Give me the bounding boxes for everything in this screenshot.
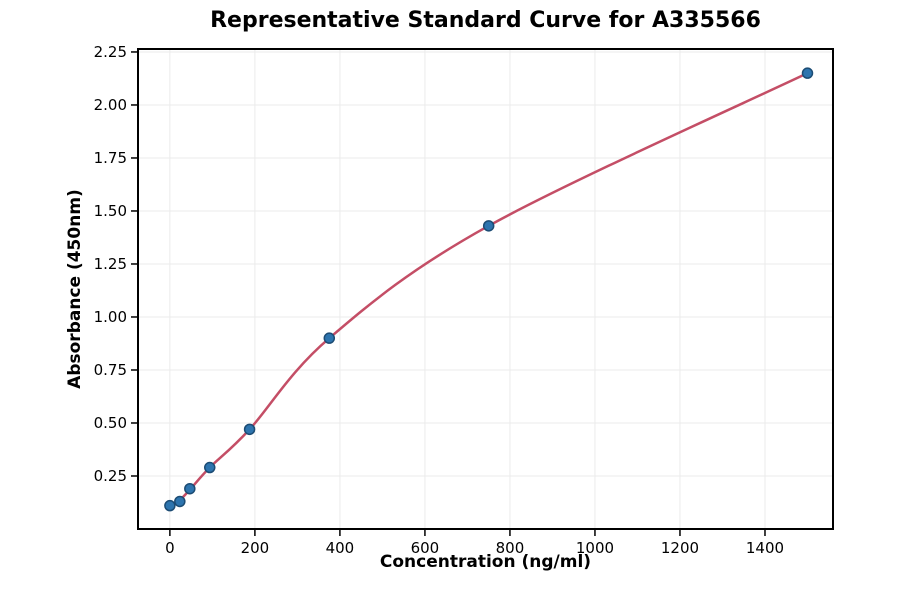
x-tick-label: 1200 xyxy=(661,539,699,557)
plot-border xyxy=(137,48,834,530)
data-point xyxy=(243,423,256,436)
data-point xyxy=(801,67,814,79)
x-tick-label: 1400 xyxy=(746,539,784,557)
y-tick-label: 1.25 xyxy=(94,255,127,273)
x-tick-label: 400 xyxy=(326,539,355,557)
y-tick-label: 1.00 xyxy=(94,308,127,326)
x-axis-label: Concentration (ng/ml) xyxy=(379,552,592,572)
chart-title: Representative Standard Curve for A33556… xyxy=(210,8,761,33)
data-point xyxy=(174,495,186,508)
data-point xyxy=(164,499,176,512)
fit-curve xyxy=(177,71,809,504)
data-point xyxy=(482,220,495,232)
y-tick-label: 1.75 xyxy=(94,149,127,167)
data-point xyxy=(323,332,336,344)
y-tick-label: 0.25 xyxy=(94,467,127,485)
x-tick-label: 200 xyxy=(241,539,270,557)
x-tick-label: 600 xyxy=(411,539,440,557)
data-point xyxy=(184,482,196,495)
x-tick-label: 800 xyxy=(496,539,525,557)
x-tick-label: 0 xyxy=(165,539,175,557)
x-tick-label: 1000 xyxy=(576,539,614,557)
data-point xyxy=(204,461,216,474)
y-tick-label: 0.50 xyxy=(94,414,127,432)
y-tick-label: 0.75 xyxy=(94,361,127,379)
y-tick-label: 1.50 xyxy=(94,202,127,220)
y-tick-label: 2.00 xyxy=(94,96,127,114)
y-tick-label: 2.25 xyxy=(94,43,127,61)
